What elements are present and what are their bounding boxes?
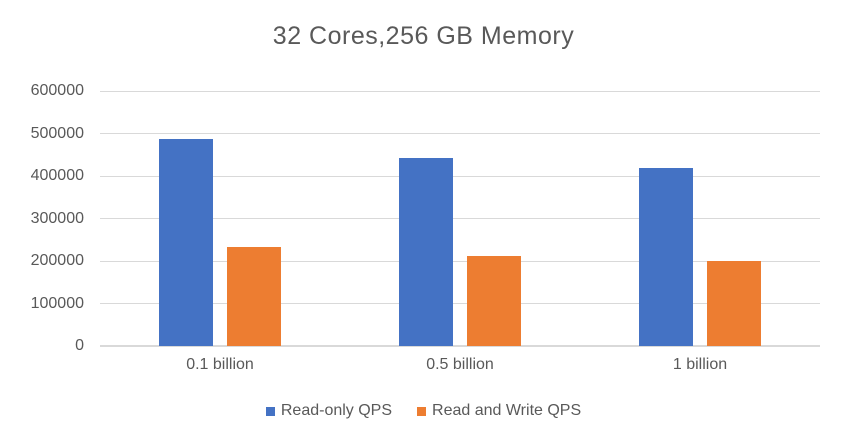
chart-title: 32 Cores,256 GB Memory [272,22,575,50]
y-axis-tick-label: 100000 [30,294,84,312]
y-gridline [100,133,820,134]
y-axis-tick-label: 300000 [30,209,84,227]
legend-item-read-and-write-qps: Read and Write QPS [417,402,581,420]
legend: Read-only QPS Read and Write QPS [0,402,847,420]
bar-read-only-qps-0-1-billion [159,138,213,346]
legend-swatch-icon [417,406,427,416]
legend-label: Read and Write QPS [432,402,582,419]
y-gridline [100,218,820,219]
legend-swatch-icon [265,406,275,416]
y-gridline [100,303,820,304]
y-gridline [100,175,820,177]
legend-label: Read-only QPS [280,402,393,419]
bar-read-and-write-qps-1-billion [707,261,761,346]
bar-read-and-write-qps-0-1-billion [227,246,281,346]
x-axis-category-label: 1 billion [672,356,728,373]
bar-read-only-qps-0-5-billion [399,158,453,346]
y-axis-tick-label: 500000 [30,124,84,142]
y-axis-tick-label: 0 [75,337,84,354]
y-axis-tick-label: 400000 [30,167,84,184]
bar-read-only-qps-1-billion [639,167,693,346]
legend-item-read-only-qps: Read-only QPS [265,402,393,420]
x-axis-category-label: 0.5 billion [426,356,494,373]
bar-read-and-write-qps-0-5-billion [467,255,521,346]
x-axis-category-label: 0.1 billion [186,356,254,373]
x-axis-line [100,345,820,347]
y-gridline [100,90,820,92]
y-axis-tick-label: 600000 [30,82,84,99]
y-gridline [100,260,820,262]
y-axis-tick-label: 200000 [30,252,84,269]
